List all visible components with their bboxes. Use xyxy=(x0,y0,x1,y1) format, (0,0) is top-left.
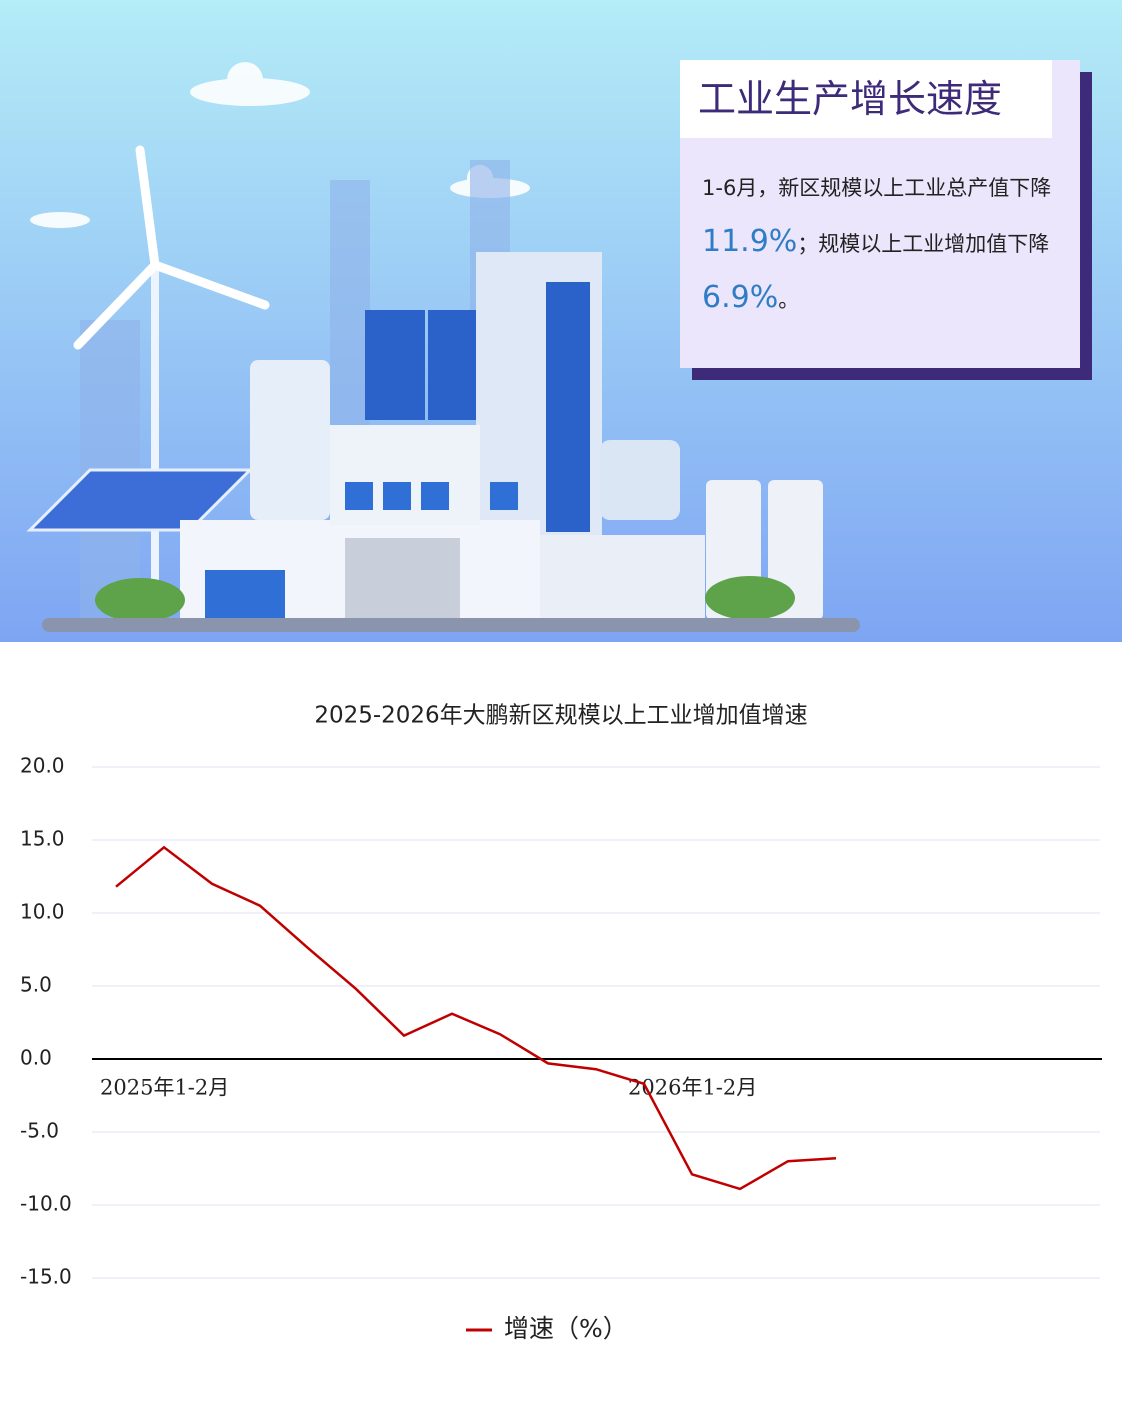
card-title: 工业生产增长速度 xyxy=(680,60,1052,138)
y-tick-label: 0.0 xyxy=(20,1046,52,1070)
legend-label: 增速（%） xyxy=(504,1314,628,1343)
x-tick-label: 2025年1-2月 xyxy=(100,1076,229,1100)
card-text: 1-6月，新区规模以上工业总产值下降 11.9%；规模以上工业增加值下降 6.9%。 xyxy=(702,162,1062,327)
text: 1-6月，新区规模以上工业总产值下降 xyxy=(702,176,1052,200)
chart: 2025-2026年大鹏新区规模以上工业增加值增速 -15.0 -10.0 -5.0… xyxy=(20,703,1102,1343)
y-tick-label: 10.0 xyxy=(20,900,65,924)
highlight: 11.9% xyxy=(702,224,798,259)
y-tick-label: -5.0 xyxy=(20,1119,59,1143)
info-card: 工业生产增长速度 1-6月，新区规模以上工业总产值下降 11.9%；规模以上工业增… xyxy=(680,60,1080,368)
highlight: 6.9% xyxy=(702,280,779,315)
chart-title: 2025-2026年大鹏新区规模以上工业增加值增速 xyxy=(314,703,807,729)
text: 。 xyxy=(778,288,800,312)
text: ；规模以上工业增加值下降 xyxy=(797,232,1050,256)
line-series xyxy=(115,845,837,1191)
y-tick-label: -10.0 xyxy=(20,1192,72,1216)
y-tick-label: 15.0 xyxy=(20,827,65,851)
y-tick-label: 5.0 xyxy=(20,973,52,997)
y-tick-label: 20.0 xyxy=(20,754,65,778)
y-tick-label: -15.0 xyxy=(20,1265,72,1289)
x-tick-label: 2026年1-2月 xyxy=(628,1076,757,1100)
